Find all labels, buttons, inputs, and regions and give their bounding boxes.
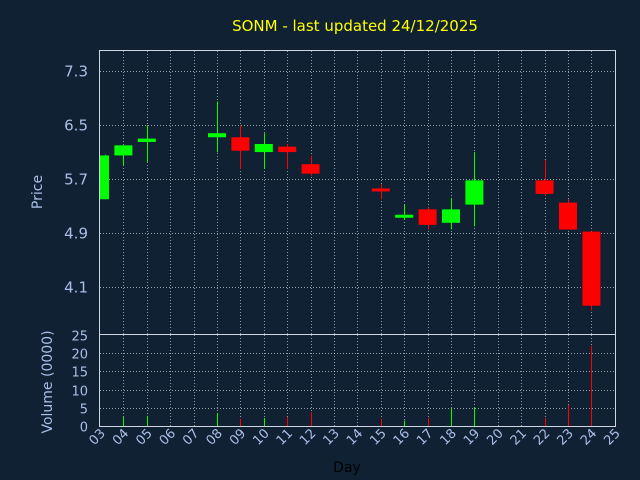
- candle-body: [465, 180, 484, 205]
- volume-tick-label: 5: [80, 403, 88, 418]
- candle-body: [535, 180, 554, 194]
- candle-body: [442, 209, 460, 223]
- volume-bars: [123, 345, 592, 426]
- candle-body: [582, 231, 601, 306]
- volume-bar: [264, 417, 265, 426]
- volume-panel-frame: [99, 334, 616, 427]
- candle-body: [371, 188, 390, 192]
- volume-tick-label: 0: [80, 421, 88, 436]
- candle-body: [395, 214, 414, 218]
- volume-bar: [287, 416, 288, 426]
- chart-title: SONM - last updated 24/12/2025: [232, 17, 478, 35]
- volume-tick-label: 25: [71, 330, 88, 345]
- price-tick-label: 6.5: [64, 117, 88, 135]
- volume-bar: [428, 417, 429, 426]
- volume-bar: [311, 412, 312, 426]
- volume-tick-label: 10: [71, 385, 88, 400]
- candle-body: [254, 143, 273, 153]
- volume-bar: [147, 415, 148, 426]
- price-tick-label: 4.1: [64, 279, 88, 297]
- candle-body: [231, 137, 250, 151]
- volume-bar: [217, 413, 218, 426]
- candle-body: [559, 202, 577, 230]
- volume-axis-label: Volume (0000): [40, 330, 56, 433]
- volume-bar: [474, 407, 475, 426]
- candle-body: [208, 133, 226, 138]
- candle-body: [301, 164, 320, 174]
- candle-body: [418, 209, 437, 225]
- candle-body: [278, 146, 297, 153]
- candle-body: [100, 155, 109, 200]
- volume-bar: [404, 420, 405, 426]
- volume-bar: [240, 418, 241, 426]
- volume-bar: [545, 417, 546, 426]
- price-tick-label: 7.3: [64, 63, 88, 81]
- price-tick-label: 4.9: [64, 225, 88, 243]
- price-y-ticks: 4.1 4.9 5.7 6.5 7.3: [64, 63, 88, 297]
- candle-body: [137, 138, 156, 142]
- candle-body: [114, 145, 133, 156]
- volume-bar: [568, 404, 569, 426]
- candles: [100, 101, 601, 311]
- volume-bar: [451, 408, 452, 426]
- volume-tick-label: 20: [71, 348, 88, 363]
- volume-bar: [123, 416, 124, 426]
- volume-tick-label: 15: [71, 366, 88, 381]
- volume-y-ticks: 0 5 10 15 20 25: [71, 330, 88, 436]
- x-axis-label: Day: [333, 460, 361, 476]
- price-axis-label: Price: [30, 175, 46, 209]
- x-ticks: 03 04 05 06 07 08 09 10 11 12 13 14 15 16 17 18 19 20 21 22…: [87, 426, 624, 448]
- volume-bar: [381, 418, 382, 426]
- price-tick-label: 5.7: [64, 171, 88, 189]
- volume-bar: [591, 345, 592, 426]
